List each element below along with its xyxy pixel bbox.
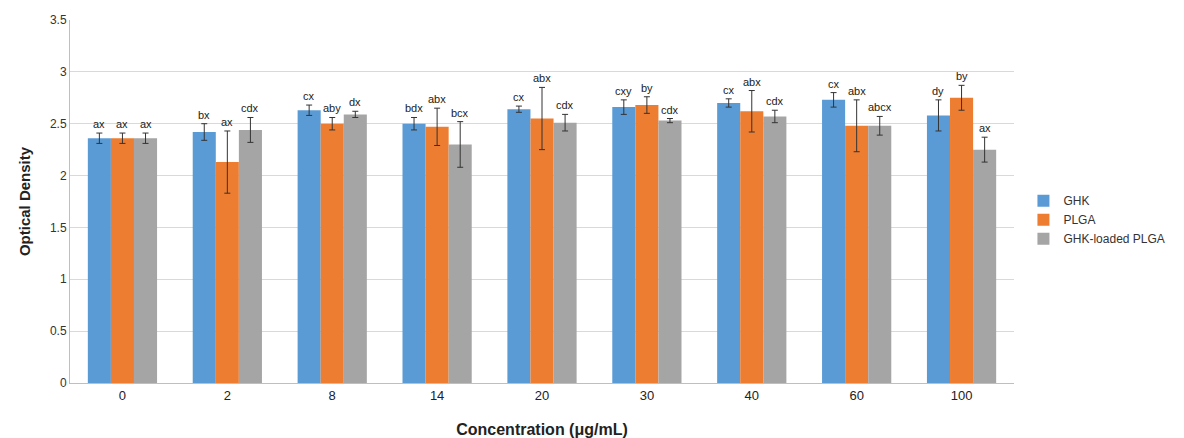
svg-text:0: 0 — [119, 388, 126, 403]
svg-text:by: by — [641, 82, 653, 94]
svg-text:bdx: bdx — [405, 102, 423, 114]
svg-text:14: 14 — [430, 388, 444, 403]
svg-text:cdx: cdx — [766, 95, 784, 107]
svg-text:cdx: cdx — [556, 99, 574, 111]
svg-text:ax: ax — [116, 118, 128, 130]
svg-text:20: 20 — [535, 388, 549, 403]
svg-text:0.5: 0.5 — [50, 324, 67, 338]
svg-text:by: by — [956, 70, 968, 82]
svg-text:ax: ax — [221, 116, 233, 128]
svg-text:cx: cx — [513, 91, 525, 103]
svg-text:ax: ax — [93, 118, 105, 130]
svg-text:cx: cx — [303, 90, 315, 102]
svg-text:abx: abx — [428, 93, 446, 105]
svg-text:8: 8 — [329, 388, 336, 403]
svg-text:2.5: 2.5 — [50, 117, 67, 131]
svg-text:30: 30 — [640, 388, 654, 403]
svg-text:ax: ax — [140, 118, 152, 130]
svg-text:abx: abx — [533, 72, 551, 84]
svg-text:cx: cx — [723, 84, 735, 96]
svg-text:aby: aby — [323, 102, 341, 114]
svg-text:PLGA: PLGA — [1063, 213, 1095, 227]
svg-text:ax: ax — [979, 122, 991, 134]
svg-text:cx: cx — [828, 78, 840, 90]
svg-text:100: 100 — [951, 388, 973, 403]
svg-text:Concentration (μg/mL): Concentration (μg/mL) — [456, 421, 628, 438]
svg-text:abcx: abcx — [868, 101, 892, 113]
svg-text:dy: dy — [932, 85, 944, 97]
svg-text:GHK-loaded PLGA: GHK-loaded PLGA — [1063, 232, 1164, 246]
svg-text:cdx: cdx — [661, 104, 679, 116]
svg-text:2: 2 — [60, 169, 67, 183]
svg-text:2: 2 — [224, 388, 231, 403]
svg-text:Optical Density: Optical Density — [16, 146, 33, 256]
svg-text:cxy: cxy — [615, 85, 632, 97]
svg-text:60: 60 — [849, 388, 863, 403]
svg-text:bcx: bcx — [451, 107, 469, 119]
svg-text:3.5: 3.5 — [50, 13, 67, 27]
svg-text:bx: bx — [198, 109, 210, 121]
svg-text:abx: abx — [743, 76, 761, 88]
svg-text:cdx: cdx — [241, 102, 259, 114]
svg-text:abx: abx — [848, 85, 866, 97]
svg-text:3: 3 — [60, 65, 67, 79]
svg-text:GHK: GHK — [1063, 194, 1089, 208]
svg-text:dx: dx — [349, 96, 361, 108]
svg-text:1.5: 1.5 — [50, 221, 67, 235]
svg-text:40: 40 — [745, 388, 759, 403]
svg-text:1: 1 — [60, 272, 67, 286]
svg-text:0: 0 — [60, 376, 67, 390]
